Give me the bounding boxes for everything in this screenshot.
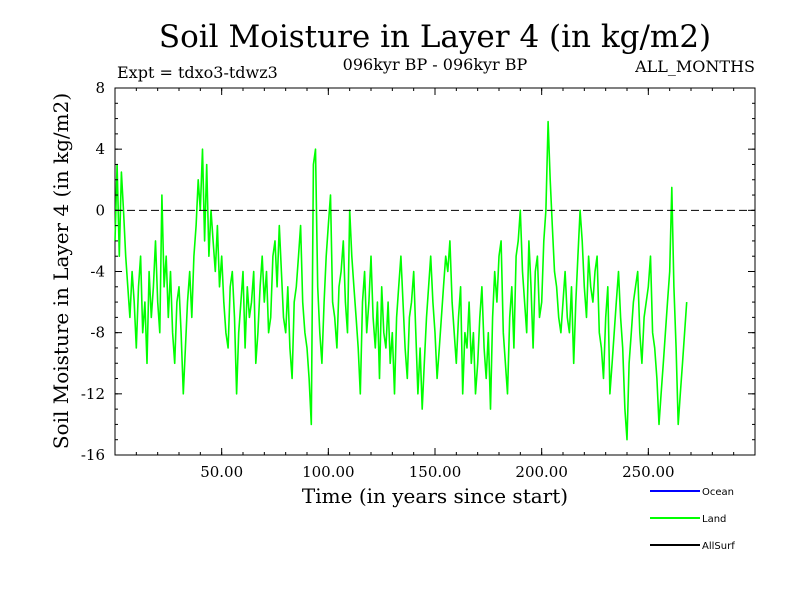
legend-label-allsurf: AllSurf xyxy=(702,541,735,552)
legend: Ocean Land AllSurf xyxy=(650,487,735,552)
months-label: ALL_MONTHS xyxy=(634,57,755,76)
x-tick-label: 200.00 xyxy=(515,463,568,481)
chart-title: Soil Moisture in Layer 4 (in kg/m2) xyxy=(159,19,711,55)
x-axis-label: Time (in years since start) xyxy=(302,484,568,508)
x-tick-label: 50.00 xyxy=(200,463,243,481)
y-axis: 8 4 0 -4 -8 -12 -16 xyxy=(81,79,755,464)
series-land-line xyxy=(114,120,688,441)
series-layer xyxy=(114,120,688,441)
period-label: 096kyr BP - 096kyr BP xyxy=(343,55,528,74)
legend-label-land: Land xyxy=(702,514,726,525)
x-tick-label: 150.00 xyxy=(409,463,462,481)
x-tick-label: 250.00 xyxy=(622,463,675,481)
y-tick-label: 0 xyxy=(95,201,105,219)
plot-area: 8 4 0 -4 -8 -12 -16 50.00 100.00 150.00 200.00 250… xyxy=(81,79,756,481)
x-tick-label: 100.00 xyxy=(302,463,355,481)
y-tick-label: 4 xyxy=(95,140,105,158)
y-tick-label: 8 xyxy=(95,79,105,97)
plot-frame xyxy=(114,87,756,456)
experiment-label: Expt = tdxo3-tdwz3 xyxy=(117,63,278,82)
y-tick-label: -16 xyxy=(81,446,105,464)
y-tick-label: -12 xyxy=(81,385,105,403)
y-tick-label: -4 xyxy=(90,263,105,281)
x-axis: 50.00 100.00 150.00 200.00 250.00 xyxy=(135,88,735,481)
legend-label-ocean: Ocean xyxy=(702,487,734,498)
y-axis-label: Soil Moisture in Layer 4 (in kg/m2) xyxy=(49,93,73,449)
y-tick-label: -8 xyxy=(90,324,105,342)
